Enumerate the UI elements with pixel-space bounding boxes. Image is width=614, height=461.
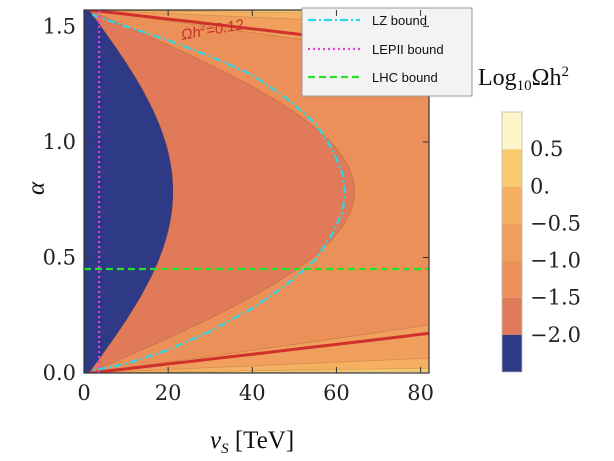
colorbar-label: 0.5 bbox=[530, 137, 563, 161]
y-tick-label: 1.5 bbox=[43, 14, 76, 38]
legend-label-lepii: LEPII bound bbox=[372, 42, 444, 57]
plot-frame bbox=[83, 9, 430, 374]
colorbar-band bbox=[502, 260, 522, 298]
colorbar-band bbox=[502, 334, 522, 372]
legend-box bbox=[301, 7, 473, 97]
x-tick-label: 0 bbox=[77, 381, 90, 405]
x-tick-label: 60 bbox=[323, 381, 350, 405]
contour-regions bbox=[84, 10, 429, 373]
x-axis-ticks: 0 20 40 60 80 bbox=[77, 10, 434, 405]
series-line-0 bbox=[92, 13, 347, 372]
legend-label-lz: LZ bound bbox=[372, 13, 427, 28]
relic-density-annotation: Ωh2=0.12 bbox=[180, 15, 246, 44]
colorbar-frame bbox=[501, 111, 523, 373]
colorbar bbox=[501, 111, 523, 373]
y-tick-label: 1.0 bbox=[43, 130, 76, 154]
legend: LZ bound LEPII bound LHC bound bbox=[301, 7, 473, 97]
x-axis-label: vS [TeV] bbox=[210, 427, 294, 457]
x-tick-label: 80 bbox=[407, 381, 434, 405]
x-tick-label: 20 bbox=[155, 381, 182, 405]
y-tick-label: 0.0 bbox=[43, 361, 76, 385]
colorbar-band bbox=[502, 186, 522, 224]
colorbar-label: −1.5 bbox=[530, 286, 581, 310]
colorbar-label: −0.5 bbox=[530, 211, 581, 235]
colorbar-label: 0. bbox=[530, 174, 550, 198]
colorbar-band bbox=[502, 112, 522, 150]
y-axis-ticks: 0.0 0.5 1.0 1.5 bbox=[43, 14, 429, 385]
colorbar-band bbox=[502, 149, 522, 187]
x-tick-label: 40 bbox=[239, 381, 266, 405]
colorbar-labels: 0.5 0. −0.5 −1.0 −1.5 −2.0 bbox=[530, 137, 581, 347]
region-below-level-1 bbox=[84, 10, 355, 373]
region-below-level-0 bbox=[84, 10, 174, 373]
colorbar-title: Log10Ωh2 bbox=[478, 64, 569, 94]
y-tick-label: 0.5 bbox=[43, 245, 76, 269]
colorbar-label: −1.0 bbox=[530, 249, 581, 273]
y-axis-label: α bbox=[23, 181, 50, 195]
bound-lines bbox=[84, 10, 429, 373]
colorbar-band bbox=[502, 297, 522, 335]
colorbar-label: −2.0 bbox=[530, 323, 581, 347]
legend-label-lhc: LHC bound bbox=[372, 70, 438, 85]
colorbar-band bbox=[502, 223, 522, 261]
